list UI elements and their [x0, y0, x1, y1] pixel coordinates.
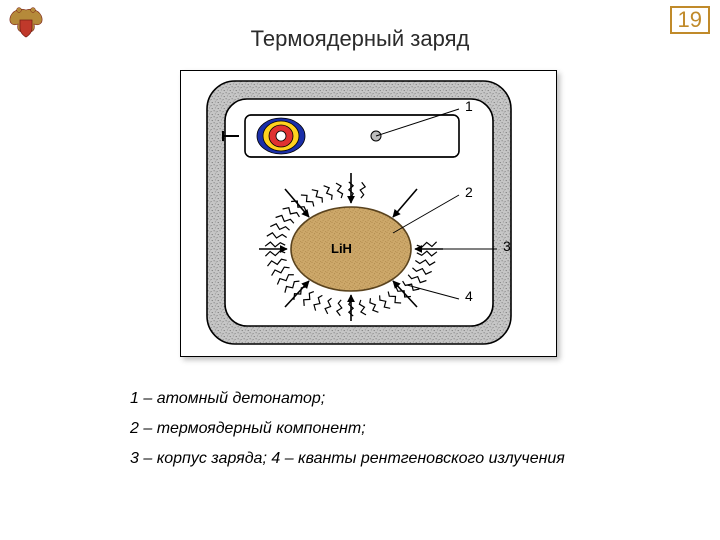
caption-line-1: 1 – атомный детонатор;: [130, 390, 325, 408]
caption-line-3: 3 – корпус заряда; 4 – кванты рентгеновс…: [130, 450, 565, 468]
page-title: Термоядерный заряд: [0, 26, 720, 52]
svg-text:1: 1: [465, 98, 473, 114]
svg-text:LiH: LiH: [331, 241, 352, 256]
svg-text:3: 3: [503, 238, 511, 254]
caption-line-2: 2 – термоядерный компонент;: [130, 420, 366, 438]
svg-text:4: 4: [465, 288, 473, 304]
svg-text:2: 2: [465, 184, 473, 200]
thermonuclear-diagram: LiH 1 2 3 4: [180, 70, 557, 357]
